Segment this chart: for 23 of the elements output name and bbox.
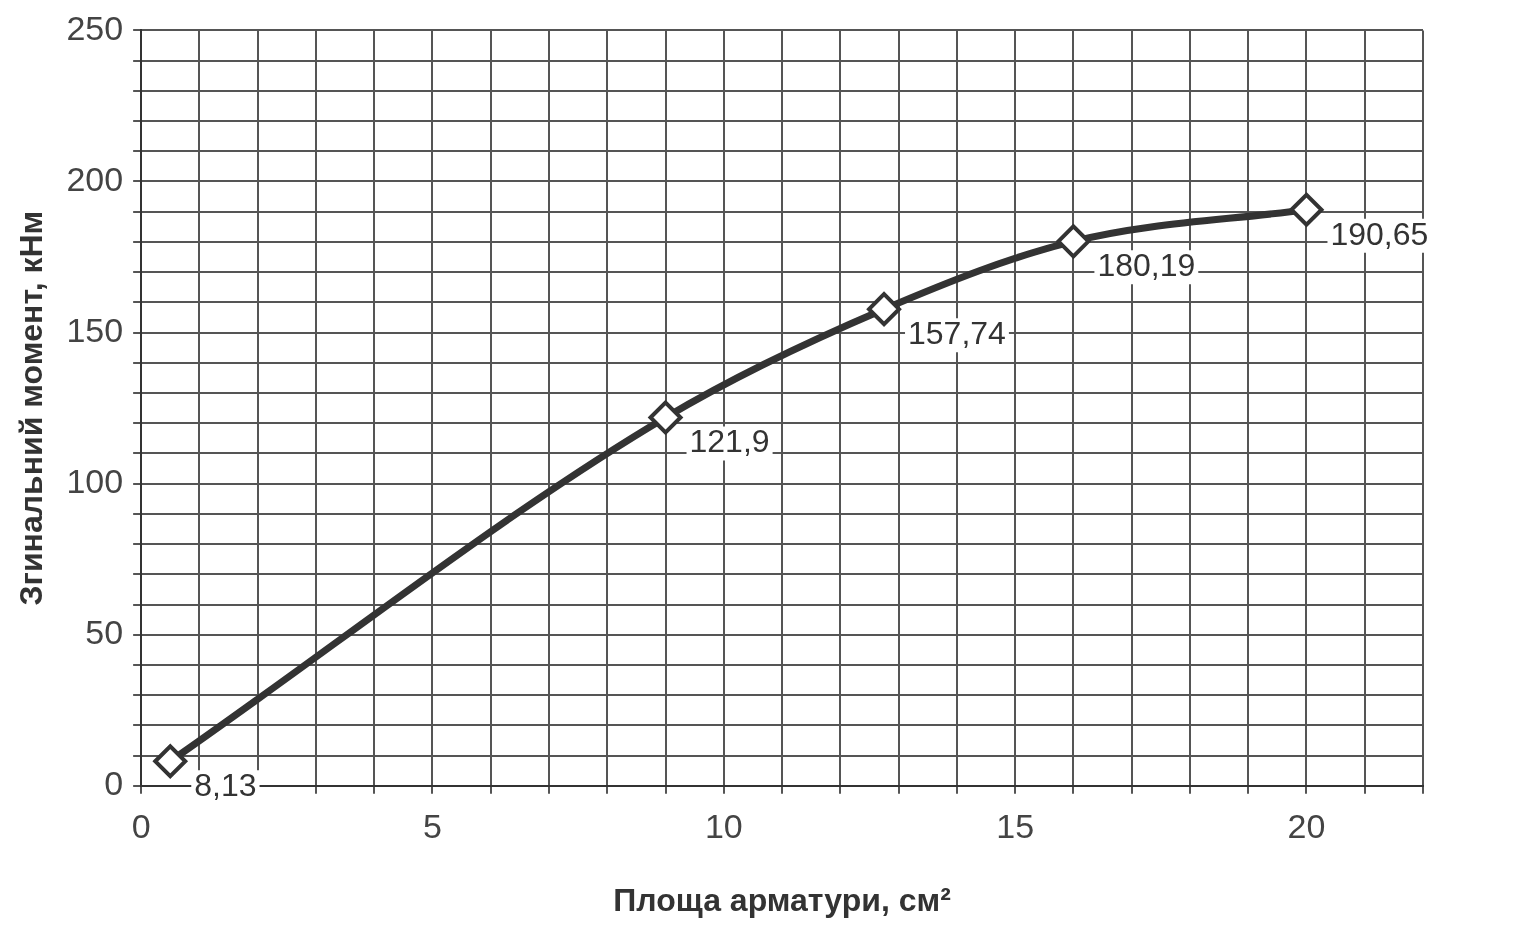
data-label: 190,65 [1330,215,1429,252]
data-label: 121,9 [689,423,770,460]
y-tick-label: 200 [66,159,124,198]
x-axis-title: Площа арматури, см² [613,881,951,918]
y-axis-title: Згинальний момент, кНм [13,210,50,606]
y-tick-label: 100 [66,462,124,501]
point [867,292,902,327]
y-tick-label: 0 [104,764,124,803]
point [153,744,188,779]
x-tick-label: 0 [131,806,151,845]
y-tick-label: 250 [66,8,124,47]
data-label: 180,19 [1097,247,1196,284]
point [1289,192,1324,227]
data-label: 157,74 [908,315,1006,351]
data-label: 8,13 [194,767,257,804]
x-tick-label: 5 [423,806,442,845]
point [1056,224,1091,259]
y-tick-label: 50 [85,613,124,652]
y-tick-label: 150 [66,310,124,349]
x-tick-label: 20 [1287,806,1326,845]
x-tick-label: 10 [704,806,743,845]
x-tick-label: 15 [996,806,1035,845]
point [648,400,683,435]
